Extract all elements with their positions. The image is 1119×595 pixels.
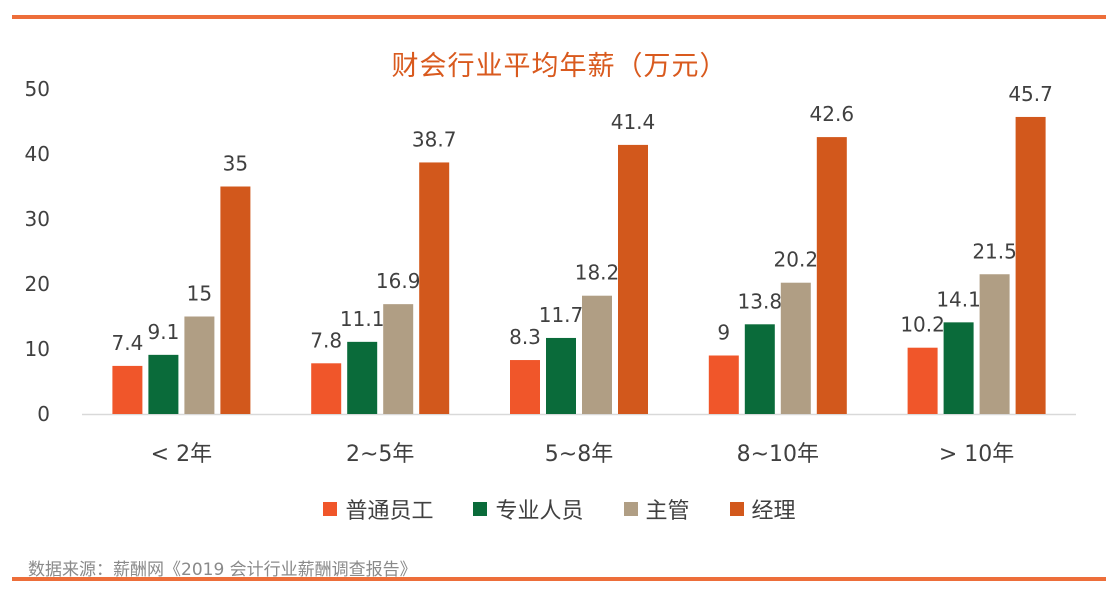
data-label: 21.5: [972, 239, 1017, 263]
data-label: 9.1: [147, 320, 179, 344]
data-label: 20.2: [774, 248, 819, 272]
data-label: 18.2: [575, 261, 620, 285]
x-tick-label: > 10年: [939, 442, 1014, 467]
legend-item: 经理: [729, 493, 796, 525]
data-label: 15: [187, 282, 212, 306]
bar: [582, 295, 612, 414]
legend-swatch: [323, 502, 338, 516]
legend-label: 普通员工: [345, 499, 434, 524]
y-tick-label: 10: [25, 337, 50, 361]
bar: [780, 282, 811, 414]
bar: [708, 355, 739, 414]
bar: [184, 316, 215, 414]
legend-item: 主管: [623, 493, 690, 525]
y-tick-label: 0: [37, 402, 50, 426]
bar: [148, 354, 179, 414]
y-tick-label: 20: [25, 272, 50, 296]
bar: [618, 144, 648, 414]
data-label: 7.4: [111, 331, 143, 355]
data-label: 7.8: [310, 328, 342, 352]
legend-swatch: [473, 502, 488, 516]
y-tick-label: 40: [25, 142, 50, 166]
data-label: 9: [717, 321, 730, 345]
bar: [419, 162, 450, 414]
x-tick-label: 2~5年: [346, 442, 414, 467]
legend-swatch: [623, 502, 638, 516]
data-label: 45.7: [1008, 82, 1053, 106]
data-label: 41.4: [611, 110, 656, 134]
data-label: 13.8: [738, 289, 783, 313]
legend-item: 普通员工: [323, 493, 433, 525]
bar: [311, 363, 342, 414]
data-label: 42.6: [810, 102, 855, 126]
bar: [112, 365, 143, 414]
bottom-accent-rule: [12, 577, 1106, 581]
data-label: 11.7: [539, 303, 584, 327]
x-tick-label: 5~8年: [545, 442, 613, 467]
x-tick-label: 8~10年: [737, 442, 819, 467]
x-tick-label: < 2年: [151, 442, 212, 467]
bar: [943, 322, 974, 414]
chart-title: 财会行业平均年薪（万元）: [391, 51, 728, 82]
bar: [816, 137, 847, 414]
bar: [1015, 116, 1046, 414]
legend-label: 经理: [751, 499, 796, 524]
data-label: 10.2: [900, 313, 945, 337]
top-accent-rule: [12, 15, 1106, 19]
bar: [510, 360, 540, 414]
data-label: 14.1: [936, 287, 981, 311]
bar: [979, 274, 1010, 414]
legend-item: 专业人员: [473, 493, 584, 525]
y-tick-label: 50: [25, 77, 50, 101]
data-label: 11.1: [340, 307, 385, 331]
bar: [347, 341, 378, 414]
y-tick-label: 30: [25, 207, 50, 231]
data-label: 35: [223, 152, 248, 176]
data-label: 38.7: [412, 127, 457, 151]
chart-legend: 普通员工 专业人员 主管 经理: [0, 493, 1119, 525]
bar: [744, 324, 775, 414]
legend-label: 专业人员: [495, 499, 584, 524]
bar: [383, 304, 414, 414]
data-label: 8.3: [509, 325, 541, 349]
bar: [546, 337, 576, 414]
bar: [220, 186, 251, 414]
source-note: 数据来源：薪酬网《2019 会计行业薪酬调查报告》: [28, 560, 417, 580]
legend-swatch: [729, 502, 744, 516]
legend-label: 主管: [645, 499, 690, 524]
data-label: 16.9: [376, 269, 421, 293]
bar: [907, 347, 938, 414]
